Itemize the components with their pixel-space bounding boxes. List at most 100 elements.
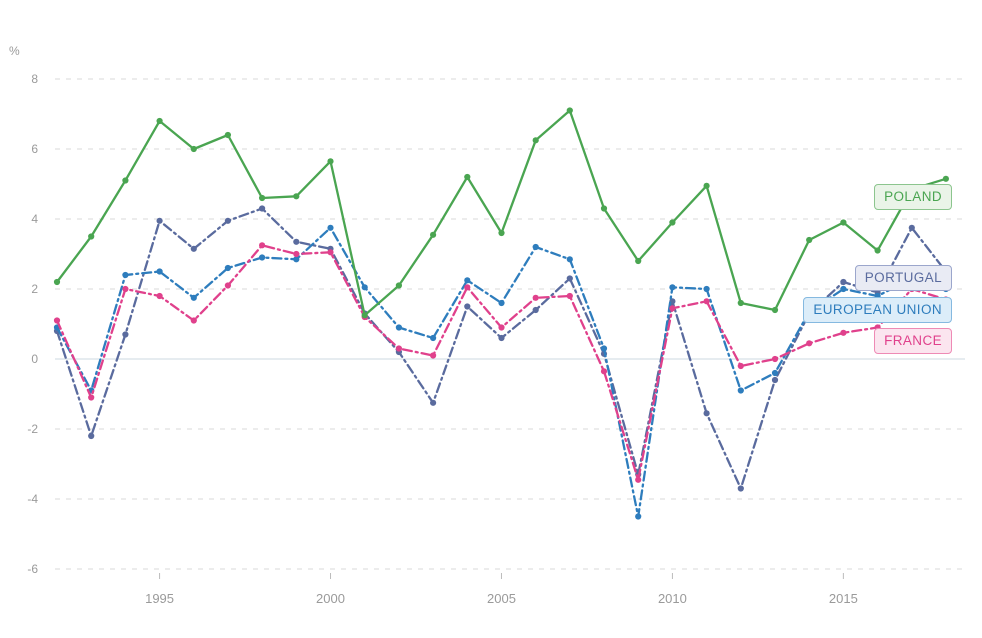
data-point-france[interactable] — [840, 329, 847, 336]
data-point-european-union[interactable] — [395, 324, 402, 331]
data-point-portugal[interactable] — [122, 331, 129, 338]
data-point-portugal[interactable] — [224, 217, 231, 224]
data-point-france[interactable] — [464, 284, 471, 291]
data-point-poland[interactable] — [942, 175, 950, 182]
data-point-european-union[interactable] — [430, 334, 437, 342]
data-point-european-union[interactable] — [635, 513, 642, 520]
data-point-poland[interactable] — [532, 137, 539, 144]
series-line-poland[interactable] — [55, 109, 948, 317]
data-point-poland[interactable] — [88, 233, 95, 240]
series-france[interactable] — [53, 242, 950, 483]
data-point-france[interactable] — [600, 368, 608, 375]
data-point-european-union[interactable] — [703, 285, 710, 293]
data-point-france[interactable] — [156, 292, 163, 300]
data-point-france[interactable] — [498, 324, 505, 331]
data-point-european-union[interactable] — [327, 224, 334, 231]
x-tick-label: 2005 — [487, 591, 516, 606]
series-portugal[interactable] — [53, 205, 950, 492]
data-point-european-union[interactable] — [190, 294, 197, 301]
data-point-poland[interactable] — [361, 312, 368, 319]
data-point-european-union[interactable] — [840, 285, 847, 293]
data-point-poland[interactable] — [293, 193, 300, 200]
series-european-union[interactable] — [53, 224, 950, 520]
data-point-portugal[interactable] — [498, 334, 505, 342]
data-point-poland[interactable] — [635, 257, 642, 265]
series-label-portugal[interactable]: PORTUGAL — [854, 265, 952, 291]
data-point-portugal[interactable] — [703, 410, 710, 417]
data-point-poland[interactable] — [327, 158, 334, 165]
series-label-france[interactable]: FRANCE — [874, 328, 952, 354]
data-point-european-union[interactable] — [669, 284, 676, 291]
data-point-poland[interactable] — [737, 299, 744, 307]
data-point-portugal[interactable] — [840, 278, 847, 286]
data-point-france[interactable] — [395, 345, 402, 352]
data-point-poland[interactable] — [224, 131, 231, 139]
data-point-poland[interactable] — [156, 117, 163, 125]
data-point-european-union[interactable] — [156, 268, 163, 275]
data-point-european-union[interactable] — [532, 243, 539, 251]
data-point-france[interactable] — [327, 249, 334, 256]
data-point-france[interactable] — [53, 317, 61, 324]
data-point-european-union[interactable] — [224, 264, 231, 272]
data-point-european-union[interactable] — [771, 369, 779, 377]
data-point-france[interactable] — [566, 292, 573, 300]
data-point-poland[interactable] — [259, 194, 266, 202]
data-point-portugal[interactable] — [190, 245, 197, 252]
data-point-france[interactable] — [190, 317, 197, 324]
data-point-poland[interactable] — [566, 107, 573, 114]
data-point-france[interactable] — [771, 355, 779, 363]
data-point-france[interactable] — [703, 298, 710, 305]
data-point-portugal[interactable] — [259, 205, 266, 212]
data-point-portugal[interactable] — [464, 303, 471, 310]
series-line-portugal[interactable] — [55, 207, 948, 490]
data-point-portugal[interactable] — [156, 217, 163, 224]
data-point-portugal[interactable] — [293, 238, 300, 245]
data-point-france[interactable] — [122, 285, 129, 293]
data-point-european-union[interactable] — [259, 254, 266, 261]
data-point-portugal[interactable] — [88, 432, 95, 440]
data-point-european-union[interactable] — [122, 271, 129, 279]
data-point-european-union[interactable] — [498, 299, 505, 307]
data-point-european-union[interactable] — [600, 345, 608, 352]
data-point-european-union[interactable] — [464, 277, 471, 284]
data-point-portugal[interactable] — [532, 306, 539, 314]
data-point-france[interactable] — [293, 250, 300, 258]
data-point-france[interactable] — [737, 362, 744, 370]
data-point-poland[interactable] — [669, 219, 676, 226]
data-point-portugal[interactable] — [566, 275, 573, 282]
data-point-poland[interactable] — [122, 177, 129, 184]
data-point-france[interactable] — [259, 242, 266, 249]
data-point-portugal[interactable] — [771, 376, 779, 384]
series-line-france[interactable] — [55, 244, 948, 481]
data-point-poland[interactable] — [703, 182, 710, 189]
series-label-poland[interactable]: POLAND — [874, 184, 952, 210]
data-point-poland[interactable] — [190, 145, 197, 153]
data-point-poland[interactable] — [395, 282, 402, 289]
data-point-france[interactable] — [224, 282, 231, 289]
series-label-european-union[interactable]: EUROPEAN UNION — [803, 297, 952, 323]
data-point-poland[interactable] — [806, 236, 813, 244]
data-point-france[interactable] — [88, 394, 95, 401]
data-point-poland[interactable] — [53, 278, 61, 286]
data-point-poland[interactable] — [840, 219, 847, 226]
data-point-poland[interactable] — [430, 231, 437, 238]
data-point-poland[interactable] — [464, 173, 471, 181]
data-point-european-union[interactable] — [566, 256, 573, 263]
data-point-france[interactable] — [635, 476, 642, 483]
data-point-poland[interactable] — [600, 205, 608, 212]
data-point-poland[interactable] — [771, 306, 779, 314]
data-point-portugal[interactable] — [430, 399, 437, 406]
data-point-european-union[interactable] — [361, 284, 368, 291]
data-point-france[interactable] — [430, 352, 437, 359]
data-point-european-union[interactable] — [737, 387, 744, 394]
data-point-france[interactable] — [532, 294, 539, 301]
data-point-portugal[interactable] — [737, 485, 744, 492]
data-point-france[interactable] — [669, 305, 676, 312]
series-line-european-union[interactable] — [55, 226, 948, 518]
data-point-portugal[interactable] — [908, 224, 915, 231]
series-poland[interactable] — [53, 107, 950, 319]
data-point-poland[interactable] — [874, 247, 881, 254]
data-point-france[interactable] — [806, 340, 813, 347]
data-point-poland[interactable] — [498, 229, 505, 237]
data-point-european-union[interactable] — [293, 256, 300, 263]
